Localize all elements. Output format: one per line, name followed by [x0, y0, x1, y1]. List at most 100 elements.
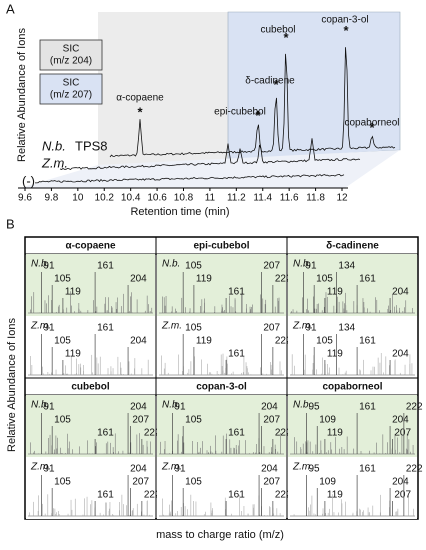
spectrum-bg	[157, 254, 286, 316]
peak-label: 161	[97, 323, 114, 334]
peak-label: 161	[359, 336, 376, 347]
peak-label: 91	[305, 323, 317, 334]
x-tick-label: 12	[336, 193, 348, 204]
panel-label: B	[6, 216, 15, 231]
peak-label: 204	[130, 402, 147, 413]
y-axis-label: Relative Abundance of Ions	[16, 28, 28, 162]
peak-label: 119	[327, 428, 343, 439]
species-label: Z.m.	[161, 462, 182, 473]
peak-label: 161	[228, 490, 245, 501]
x-tick-label: 10.2	[95, 193, 115, 204]
x-tick-label: 10.8	[174, 193, 194, 204]
peak-label: α-copaene	[116, 93, 164, 104]
peak-label: copaborneol	[344, 118, 399, 129]
peak-label: 119	[65, 287, 81, 298]
peak-marker: *	[283, 30, 289, 45]
peak-label: 91	[43, 402, 55, 413]
trace-label: TPS8	[75, 138, 108, 153]
peak-label: 207	[394, 490, 411, 501]
peak-label: 207	[394, 428, 411, 439]
peak-label: 204	[130, 464, 147, 475]
peak-label: 91	[43, 323, 55, 334]
peak-label: 207	[263, 323, 280, 334]
spectrum-bg	[157, 457, 286, 519]
peak-label: 134	[338, 261, 355, 272]
trace	[59, 138, 361, 170]
x-tick-label: 10.4	[121, 193, 141, 204]
peak-label: 91	[305, 261, 317, 272]
x-tick-label: 9.6	[18, 193, 32, 204]
back-panel	[98, 12, 228, 165]
spectrum-bg	[288, 254, 417, 316]
peak-label: 91	[174, 402, 186, 413]
peak-label: 204	[392, 415, 409, 426]
spectrum-bg	[26, 254, 155, 316]
legend-box	[39, 39, 103, 71]
species-label: Z.m.	[30, 321, 51, 332]
peak-label: 161	[359, 464, 376, 475]
peak-label: 105	[185, 415, 202, 426]
peak-label: 161	[97, 490, 114, 501]
peak-marker: *	[273, 77, 279, 92]
species-label: N.b.	[162, 259, 180, 270]
spectrum-title: δ-cadinene	[326, 241, 379, 252]
spectrum-title: cubebol	[71, 382, 110, 393]
peak-label: 161	[228, 428, 245, 439]
legend-label: SIC	[63, 44, 80, 55]
peak-label: 105	[316, 336, 333, 347]
trace	[35, 173, 345, 184]
species-label: N.b.	[293, 400, 311, 411]
peak-label: 105	[185, 477, 202, 488]
trace-label: Z.m.	[41, 155, 68, 170]
x-tick-label: 11.6	[280, 193, 299, 204]
peak-label: 109	[319, 415, 336, 426]
peak-label: 105	[54, 336, 71, 347]
species-label: Z.m.	[292, 462, 313, 473]
peak-label: 222	[275, 274, 292, 285]
species-label: N.b.	[293, 259, 311, 270]
species-label: Z.m.	[30, 462, 51, 473]
legend-detail: (m/z 207)	[50, 90, 92, 101]
species-label: N.b.	[31, 259, 49, 270]
peak-label: epi-cubebol	[214, 107, 266, 118]
peak-label: 161	[228, 287, 245, 298]
peak-marker: *	[369, 120, 375, 135]
peak-label: 207	[263, 415, 280, 426]
peak-label: 91	[174, 464, 186, 475]
peak-label: 204	[130, 336, 147, 347]
legend-label: SIC	[63, 78, 80, 89]
peak-label: 119	[327, 287, 343, 298]
peak-label: 161	[97, 428, 114, 439]
peak-label: 95	[309, 402, 321, 413]
floor	[20, 150, 400, 188]
peak-label: 207	[132, 477, 149, 488]
peak-label: 91	[43, 464, 55, 475]
peak-label: copan-3-ol	[321, 15, 368, 26]
peak-label: 204	[261, 464, 278, 475]
spectrum-bg	[288, 457, 417, 519]
peak-marker: *	[255, 108, 261, 123]
trace-label: N.b.	[42, 138, 66, 153]
peak-label: 119	[327, 490, 343, 501]
peak-label: 134	[338, 323, 355, 334]
x-tick-label: 11	[205, 193, 216, 204]
x-tick-label: 9.8	[44, 193, 58, 204]
x-tick-label: 10.6	[147, 193, 167, 204]
y-axis-label: Relative Abundance of Ions	[6, 318, 18, 452]
peak-label: 222	[144, 428, 161, 439]
spectrum-title: α-copaene	[65, 241, 115, 252]
peak-label: 161	[97, 261, 114, 272]
peak-marker: *	[137, 104, 143, 119]
peak-label: 222	[275, 490, 292, 501]
peak-label: 105	[54, 415, 71, 426]
peak-label: 204	[261, 402, 278, 413]
peak-label: 161	[359, 274, 376, 285]
x-tick-label: 10	[72, 193, 84, 204]
spectrum-title: copaborneol	[322, 382, 382, 393]
spectrum-bg	[157, 395, 286, 457]
peak-label: 105	[54, 477, 71, 488]
peak-label: 222	[275, 428, 292, 439]
peak-label: 119	[196, 336, 212, 347]
species-label: Z.m.	[161, 321, 182, 332]
peak-label: 109	[319, 477, 336, 488]
